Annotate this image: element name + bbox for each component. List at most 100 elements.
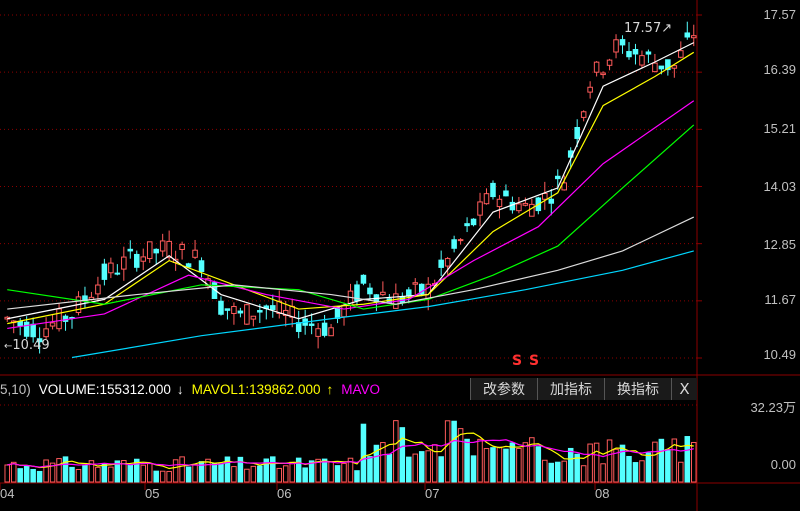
candle-body [516,203,522,212]
edit-params-button[interactable]: 改参数 [470,378,537,400]
volume-bar [425,450,431,483]
volume-bar [438,456,444,483]
high-price-value: 17.57 [624,21,662,36]
add-indicator-button[interactable]: 加指标 [537,378,604,400]
candle-body [192,249,198,258]
price-axis-label: 17.57 [763,7,796,22]
candle-body [231,306,237,314]
volume-bar [134,458,140,483]
candle-body [580,111,587,118]
volume-bar [159,470,166,483]
month-label: 07 [425,486,440,501]
volume-bar [82,464,88,483]
volume-bar [626,455,632,483]
candle-body [457,239,464,242]
ma-line-ma30 [7,124,695,310]
candle-body [639,55,645,66]
volume-bar [477,438,483,483]
up-arrow-icon: ↑ [326,381,334,397]
candle-body [237,310,244,314]
volume-bar [224,456,231,483]
volume-bar [121,460,127,483]
volume-value: VOLUME:155312.000 [38,381,171,397]
candle-body [289,305,295,318]
candle-body [308,323,315,326]
volume-bar [282,465,289,483]
low-price-annotation: ←10.49 [4,338,50,353]
candle-body [380,291,386,296]
volume-bar [658,438,665,483]
volume-axis-min: 0.00 [770,457,796,472]
volume-bar [49,462,56,483]
volume-bar [192,464,198,483]
ma-line-ma5 [7,42,695,320]
volume-bar [302,467,308,483]
switch-indicator-button[interactable]: 换指标 [604,378,671,400]
volume-bar [470,455,477,483]
ma-line-ma120 [71,250,694,359]
month-label: 05 [145,486,160,501]
price-axis-label: 12.85 [763,237,796,252]
candle-body [678,50,684,58]
volume-bar [43,459,49,483]
candle-body [140,256,147,262]
volume-bar [321,458,328,483]
volume-bar [678,461,684,483]
candle-body [95,284,101,295]
volume-bar [354,470,360,483]
volume-bar [373,444,380,483]
candle-body [483,193,490,205]
candle-body [444,258,451,267]
volume-bar [503,448,509,483]
candle-body [587,86,593,93]
candle-body [101,263,108,280]
volume-bar [645,452,652,483]
volume-bar [10,461,17,483]
volume-bar [205,458,211,483]
candle-body [153,248,159,254]
ma-line-ma20 [7,100,695,330]
volume-indicator-header: 5,10) VOLUME:155312.000 ↓ MAVOL1:139862.… [0,378,470,400]
candle-body [114,272,121,275]
candle-body [626,51,632,58]
close-indicator-button[interactable]: X [671,378,697,400]
candle-body [496,198,503,208]
candle-body [159,240,166,252]
candle-body [470,218,477,226]
volume-bar [334,465,341,483]
volume-bar [172,459,179,483]
volume-bar [185,466,192,483]
ma-line-ma60 [7,216,695,310]
mavol1-value: MAVOL1:139862.000 [191,381,321,397]
candle-body [218,300,224,315]
candle-body [418,283,425,295]
candle-body [108,262,114,274]
candle-body [334,307,341,319]
volume-bar [639,460,645,483]
volume-bar [127,464,134,483]
volume-bar [315,458,321,483]
candle-body [360,274,367,284]
candle-body [270,305,276,311]
candle-body [593,61,600,73]
candle-body [652,62,658,73]
candle-body [367,287,373,295]
volume-bar [308,460,315,483]
volume-bar [613,448,619,483]
volume-bar [483,448,490,483]
volume-bar [554,461,561,483]
volume-bar [23,465,30,483]
candle-body [645,51,652,55]
candle-body [451,239,457,249]
candle-body [224,308,231,311]
candle-body [464,223,470,227]
candle-body [406,289,412,297]
up-right-arrow-icon: ↗ [661,21,673,36]
down-arrow-icon: ↓ [176,381,184,397]
candle-body [134,253,140,268]
candle-body [315,328,321,337]
volume-bar [69,466,75,483]
candle-body [179,243,185,250]
volume-bar [237,456,244,483]
